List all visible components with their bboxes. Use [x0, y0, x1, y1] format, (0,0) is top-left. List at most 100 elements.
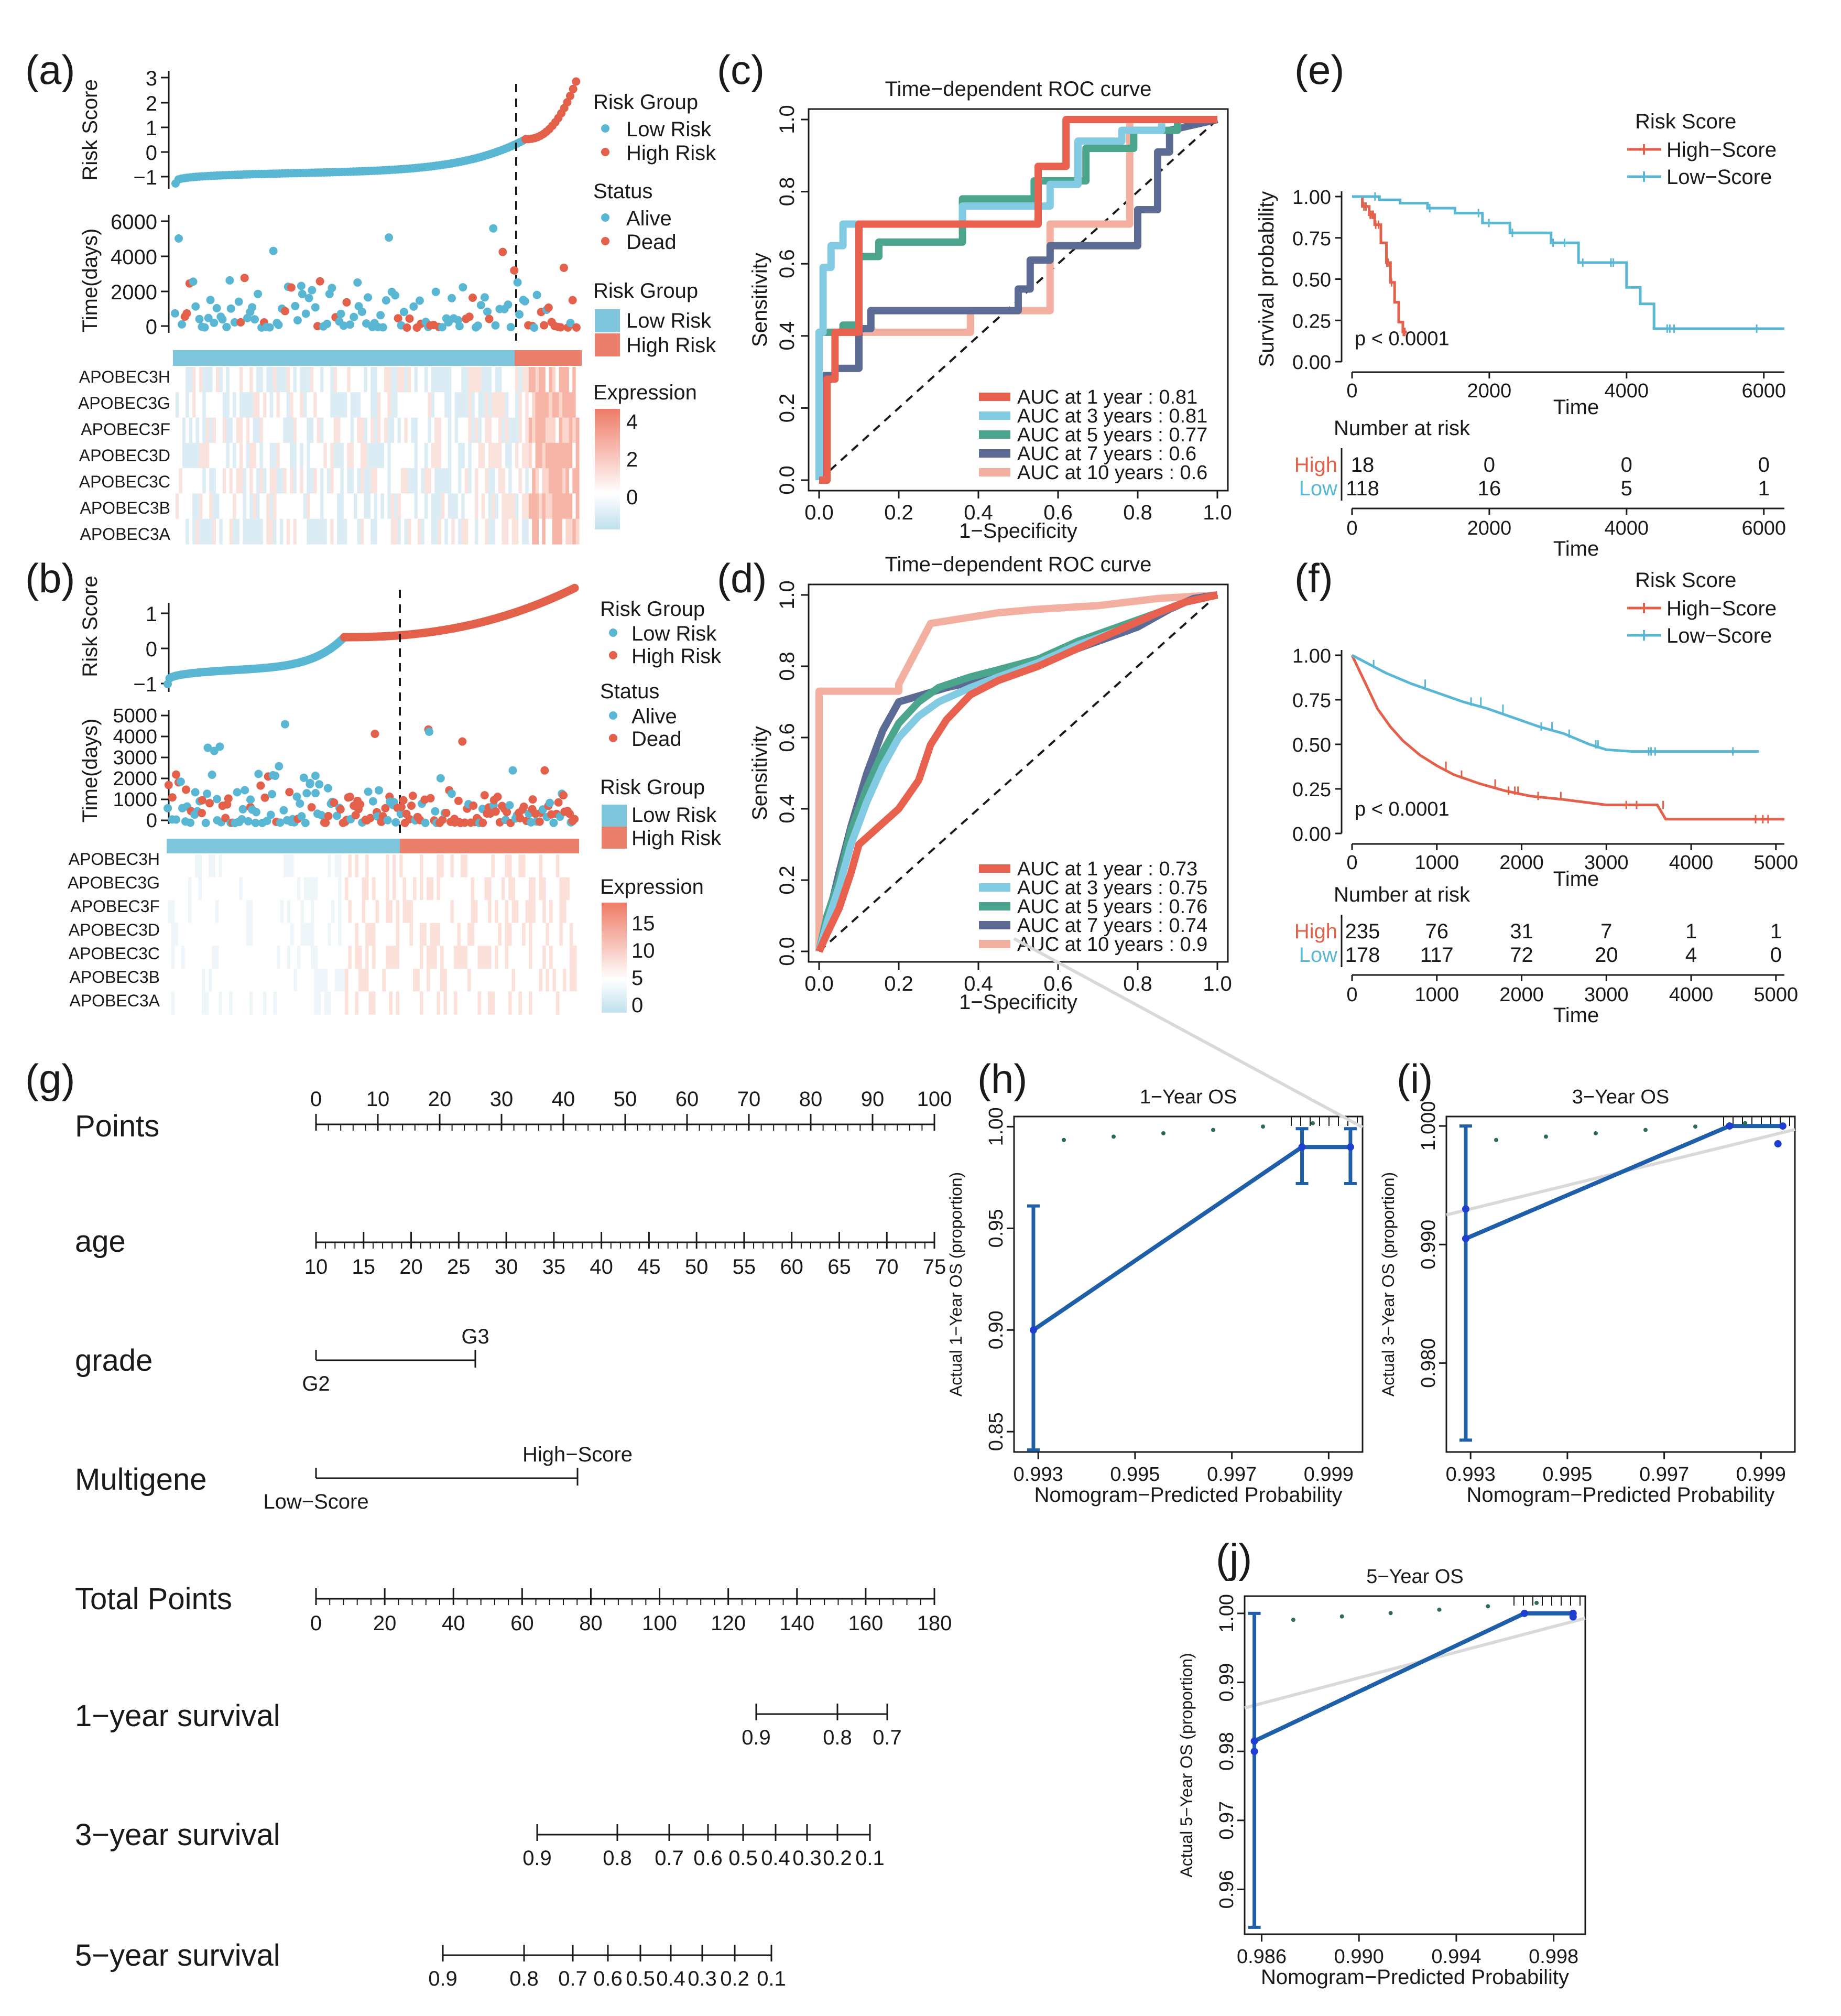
heatmap-cell [243, 468, 247, 494]
heatmap-cell [454, 392, 459, 418]
km-risk-row-label-f: High [1294, 920, 1337, 943]
heatmap-cell [428, 518, 432, 545]
heatmap-cell [437, 923, 441, 946]
heatmap-cell [321, 900, 325, 924]
heatmap-cell [467, 854, 472, 878]
heatmap-cell [485, 417, 489, 443]
nomogram-tick-label: 180 [917, 1612, 952, 1635]
heatmap-cell [481, 417, 485, 443]
km-xtick-label-e: 2000 [1467, 380, 1512, 402]
heatmap-cell [188, 968, 192, 992]
heatmap-cell [321, 968, 325, 992]
heatmap-cell [212, 968, 216, 992]
heatmap-cell [491, 923, 495, 946]
heatmap-cell [273, 417, 277, 443]
heatmap-cell [324, 900, 329, 924]
heatmap-cell [303, 518, 307, 545]
heatmap-cell [518, 417, 522, 443]
km-legend-title-e: Risk Score [1635, 110, 1736, 133]
km-risk-value-f: 1 [1770, 920, 1782, 943]
heatmap-cell [338, 877, 342, 901]
heatmap-cell [518, 493, 522, 519]
heatmap-cell [198, 854, 202, 878]
heatmap-cell [286, 442, 290, 469]
heatmap-cell [418, 417, 421, 443]
heatmap-cell [307, 900, 311, 924]
heatmap-cell [549, 468, 553, 494]
heatmap-cell [552, 493, 556, 519]
heatmap-cell [195, 518, 200, 545]
km-risk-title-f: Number at risk [1334, 883, 1470, 906]
heatmap-cell [279, 417, 284, 443]
survival-time-dot [306, 778, 314, 787]
heatmap-cell [348, 877, 352, 901]
heatmap-cell [168, 991, 172, 1015]
cal-ytick-label-j: 0.96 [1216, 1870, 1238, 1909]
heatmap-cell [290, 991, 295, 1015]
heatmap-cell [515, 367, 519, 393]
heatmap-cell [219, 468, 223, 494]
heatmap-cell [461, 854, 465, 878]
heatmap-cell [334, 991, 339, 1015]
heatmap-cell [338, 923, 342, 946]
heatmap-cell [539, 900, 543, 924]
survival-time-dot [225, 276, 234, 285]
heatmap-cell [477, 968, 482, 992]
heatmap-cell [219, 392, 223, 418]
heatmap-cell [367, 367, 371, 393]
heatmap-cell [539, 468, 542, 494]
nomogram-level-high: High−Score [522, 1443, 633, 1466]
survival-time-dot [297, 812, 306, 821]
heatmap-cell [229, 518, 233, 545]
heatmap-cell [300, 991, 304, 1015]
heatmap-cell [209, 518, 213, 545]
survival-time-dot [182, 309, 191, 318]
heatmap-cell [320, 367, 324, 393]
heatmap-cell [566, 991, 570, 1015]
heatmap-cell [407, 417, 411, 443]
survival-time-dot [250, 315, 259, 324]
survival-time-dot [540, 766, 549, 775]
cal-point-i [1462, 1234, 1469, 1242]
heatmap-cell [464, 854, 468, 878]
heatmap-cell [529, 946, 533, 969]
heatmap-cell [559, 877, 563, 901]
heatmap-cell [273, 468, 277, 494]
heatmap-cell [297, 854, 301, 878]
heatmap-cell [511, 493, 516, 519]
heatmap-cell [318, 991, 322, 1015]
heatmap-cell [427, 900, 431, 924]
heatmap-cell [229, 367, 233, 393]
roc-diagonal-d [818, 594, 1218, 952]
heatmap-cell [276, 367, 280, 393]
heatmap-cell [340, 468, 344, 494]
heatmap-cell [284, 968, 288, 992]
heatmap-cell [414, 417, 418, 443]
heatmap-cell [225, 854, 230, 878]
heatmap-cell [522, 923, 526, 946]
heatmap-cell [279, 392, 284, 418]
heatmap-cell [396, 854, 400, 878]
heatmap-cell [528, 442, 532, 469]
roc-xtick-label-c: 0.6 [1043, 501, 1073, 524]
legend-b-high-dot [609, 651, 617, 659]
heatmap-cell [424, 367, 428, 393]
heatmap-cell [563, 968, 567, 992]
heatmap-cell [397, 518, 401, 545]
legend-a-risk-title: Risk Group [593, 91, 698, 114]
heatmap-cell [423, 968, 427, 992]
heatmap-cell [488, 877, 492, 901]
heatmap-cell [420, 923, 424, 946]
heatmap-cell [320, 417, 324, 443]
cal-dot-h [1062, 1137, 1066, 1142]
roc-ytick-label-c: 1.0 [776, 105, 799, 134]
survival-time-dot [491, 807, 500, 816]
survival-time-dot [189, 277, 198, 286]
survival-time-dot [233, 788, 242, 797]
heatmap-cell [195, 923, 199, 946]
heatmap-cell [461, 392, 465, 418]
heatmap-cell [304, 877, 308, 901]
legend-a-dead-dot [601, 237, 609, 245]
heatmap-cell [338, 968, 342, 992]
